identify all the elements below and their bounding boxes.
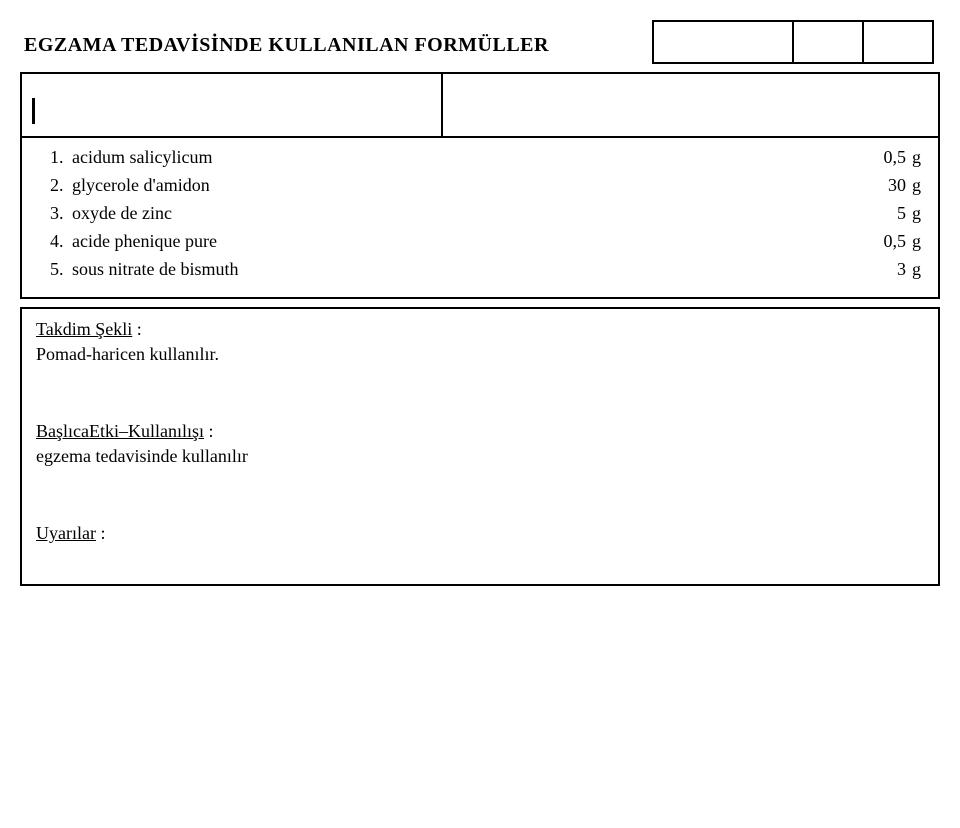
ingredient-name: acide phenique pure	[72, 228, 856, 256]
ingredient-number: 3.	[50, 200, 72, 228]
ingredient-row: 3. oxyde de zinc 5 g	[50, 200, 928, 228]
ingredient-row: 4. acide phenique pure 0,5 g	[50, 228, 928, 256]
info-content: Takdim Şekli : Pomad-haricen kullanılır.…	[22, 309, 938, 584]
section-body: Pomad-haricen kullanılır.	[36, 344, 924, 365]
ingredient-number: 4.	[50, 228, 72, 256]
top-box-3	[862, 20, 934, 64]
ingredient-row: 2. glycerole d'amidon 30 g	[50, 172, 928, 200]
ingredient-unit: g	[906, 172, 928, 200]
top-box-2	[792, 20, 862, 64]
ingredient-amount: 5	[856, 200, 906, 228]
top-box-group	[652, 20, 934, 64]
ingredient-amount: 0,5	[856, 144, 906, 172]
section-heading: BaşlıcaEtki–Kullanılışı	[36, 421, 204, 441]
panel-header-right	[443, 74, 938, 136]
section-heading: Takdim Şekli	[36, 319, 132, 339]
ingredient-amount: 3	[856, 256, 906, 284]
header-row: EGZAMA TEDAVİSİNDE KULLANILAN FORMÜLLER	[20, 20, 940, 64]
text-cursor	[32, 98, 35, 124]
ingredient-unit: g	[906, 200, 928, 228]
section-heading: Uyarılar	[36, 523, 96, 543]
ingredient-name: sous nitrate de bismuth	[72, 256, 856, 284]
section-colon: :	[132, 319, 142, 339]
section-uyarilar: Uyarılar :	[36, 523, 924, 544]
ingredient-name: oxyde de zinc	[72, 200, 856, 228]
ingredient-number: 1.	[50, 144, 72, 172]
top-box-1	[652, 20, 792, 64]
ingredient-number: 5.	[50, 256, 72, 284]
formula-panel: 1. acidum salicylicum 0,5 g 2. glycerole…	[20, 72, 940, 299]
ingredients-list: 1. acidum salicylicum 0,5 g 2. glycerole…	[22, 138, 938, 297]
ingredient-unit: g	[906, 144, 928, 172]
ingredient-number: 2.	[50, 172, 72, 200]
ingredient-unit: g	[906, 256, 928, 284]
ingredient-amount: 30	[856, 172, 906, 200]
ingredient-row: 5. sous nitrate de bismuth 3 g	[50, 256, 928, 284]
panel-header-left	[22, 74, 443, 136]
ingredient-name: glycerole d'amidon	[72, 172, 856, 200]
section-etki: BaşlıcaEtki–Kullanılışı : egzema tedavis…	[36, 421, 924, 467]
page-title: EGZAMA TEDAVİSİNDE KULLANILAN FORMÜLLER	[20, 20, 652, 57]
info-panel: Takdim Şekli : Pomad-haricen kullanılır.…	[20, 307, 940, 586]
ingredient-amount: 0,5	[856, 228, 906, 256]
section-colon: :	[96, 523, 106, 543]
panel-header-split	[22, 74, 938, 136]
ingredient-unit: g	[906, 228, 928, 256]
section-body: egzema tedavisinde kullanılır	[36, 446, 924, 467]
ingredient-row: 1. acidum salicylicum 0,5 g	[50, 144, 928, 172]
ingredient-name: acidum salicylicum	[72, 144, 856, 172]
section-takdim: Takdim Şekli : Pomad-haricen kullanılır.	[36, 319, 924, 365]
section-colon: :	[204, 421, 214, 441]
